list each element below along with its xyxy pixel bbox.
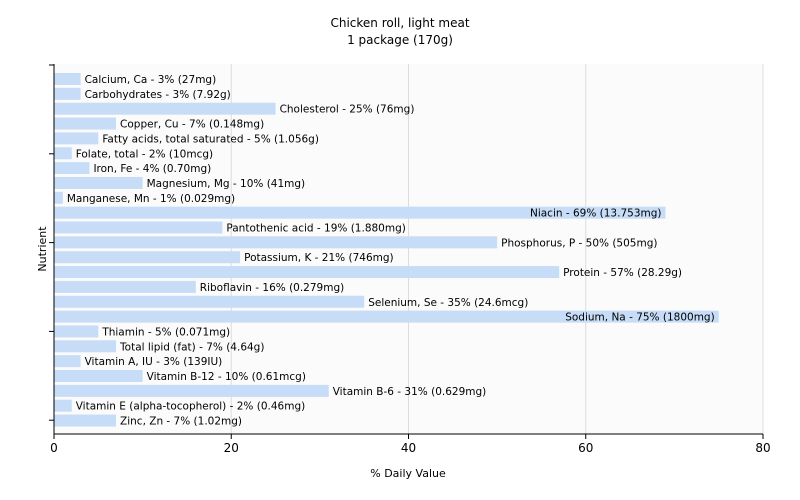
bar xyxy=(54,384,329,397)
bar-label: Selenium, Se - 35% (24.6mcg) xyxy=(368,297,528,309)
bar-label: Zinc, Zn - 7% (1.02mg) xyxy=(120,416,242,428)
x-ticks-group: 0 20 40 60 80 xyxy=(50,434,771,455)
bar xyxy=(54,117,117,130)
bar xyxy=(54,355,81,368)
x-tick-label: 60 xyxy=(578,441,593,455)
bar-label: Iron, Fe - 4% (0.70mg) xyxy=(93,163,211,175)
bar-label: Vitamin A, IU - 3% (139IU) xyxy=(85,356,223,368)
bar xyxy=(54,399,72,412)
bar-label: Carbohydrates - 3% (7.92g) xyxy=(85,89,231,101)
bar xyxy=(54,221,223,234)
bar xyxy=(54,280,196,293)
bar xyxy=(54,132,99,145)
bar-label: Vitamin E (alpha-tocopherol) - 2% (0.46m… xyxy=(76,401,306,413)
bar-label: Vitamin B-12 - 10% (0.61mcg) xyxy=(147,371,306,383)
bars-group xyxy=(54,73,719,427)
bar-label: Riboflavin - 16% (0.279mg) xyxy=(200,282,344,294)
bar-label: Phosphorus, P - 50% (505mg) xyxy=(501,237,657,249)
bar-label: Fatty acids, total saturated - 5% (1.056… xyxy=(102,133,319,145)
bar-label: Manganese, Mn - 1% (0.029mg) xyxy=(67,193,235,205)
x-tick-label: 0 xyxy=(50,441,58,455)
bar xyxy=(54,87,81,100)
bar-label: Folate, total - 2% (10mcg) xyxy=(76,148,213,160)
bar-label: Niacin - 69% (13.753mg) xyxy=(530,208,662,220)
bar xyxy=(54,414,117,427)
bar-label: Protein - 57% (28.29g) xyxy=(563,267,682,279)
bar-label: Total lipid (fat) - 7% (4.64g) xyxy=(119,341,264,353)
bar-label: Pantothenic acid - 19% (1.880mg) xyxy=(226,223,405,235)
bar xyxy=(54,340,117,353)
bar-label: Copper, Cu - 7% (0.148mg) xyxy=(120,119,264,131)
bar xyxy=(54,147,72,160)
bar xyxy=(54,102,276,115)
bar xyxy=(54,73,81,85)
bar xyxy=(54,370,143,382)
bar xyxy=(54,206,666,219)
bar-label: Potassium, K - 21% (746mg) xyxy=(244,252,394,264)
bar-label: Calcium, Ca - 3% (27mg) xyxy=(85,74,217,86)
bar-label: Magnesium, Mg - 10% (41mg) xyxy=(147,178,306,190)
bar xyxy=(54,325,99,338)
grid-lines xyxy=(230,64,764,434)
bar xyxy=(54,251,241,264)
bar-labels-group: Calcium, Ca - 3% (27mg) Carbohydrates - 3… xyxy=(67,74,715,428)
bar xyxy=(54,191,63,204)
bar xyxy=(54,162,90,175)
bar-label: Thiamin - 5% (0.071mg) xyxy=(101,326,230,338)
bar xyxy=(54,236,498,249)
chart-title: Chicken roll, light meat xyxy=(330,16,469,30)
bar-label: Vitamin B-6 - 31% (0.629mg) xyxy=(333,386,487,398)
bar xyxy=(54,176,143,189)
bar xyxy=(54,295,365,308)
bar xyxy=(54,310,719,323)
bar-label: Cholesterol - 25% (76mg) xyxy=(280,104,415,116)
bar xyxy=(54,266,560,279)
x-tick-label: 40 xyxy=(401,441,416,455)
x-axis-label: % Daily Value xyxy=(370,467,446,480)
chart-subtitle: 1 package (170g) xyxy=(347,33,453,47)
bar-label: Sodium, Na - 75% (1800mg) xyxy=(565,312,714,324)
x-tick-label: 20 xyxy=(224,441,239,455)
x-tick-label: 80 xyxy=(755,441,770,455)
y-axis-label: Nutrient xyxy=(36,226,49,272)
